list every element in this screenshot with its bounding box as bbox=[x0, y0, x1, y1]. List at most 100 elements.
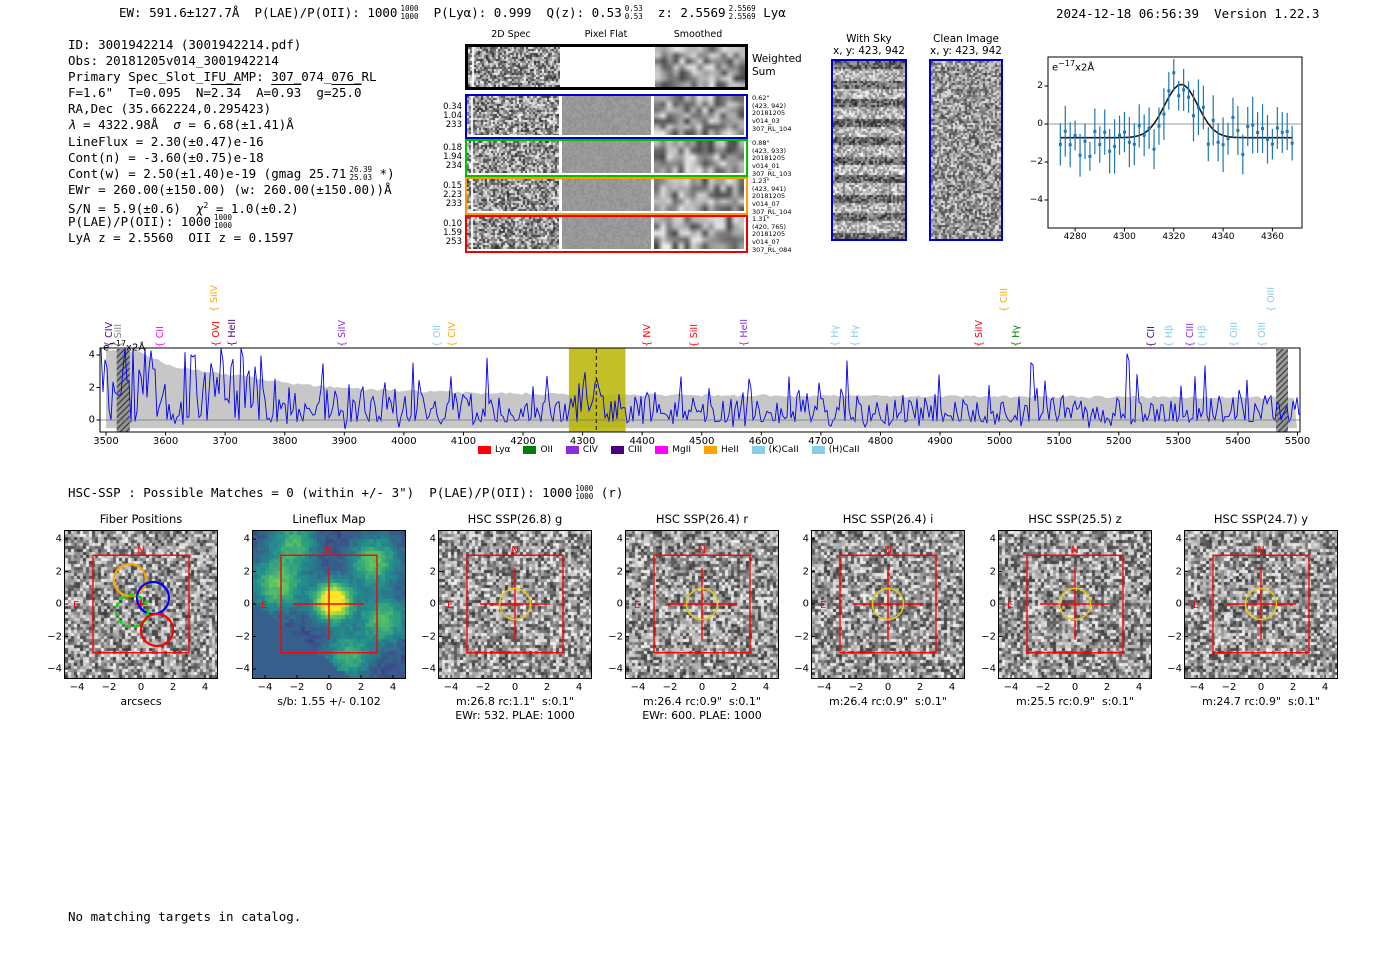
legend-label: Lyα bbox=[495, 445, 511, 455]
spectrum-x-tick-label: 3800 bbox=[271, 436, 298, 447]
cutout-overlay: NE bbox=[812, 538, 953, 678]
legend-item: OII bbox=[523, 445, 553, 455]
cutout-x-tick-label: 4 bbox=[575, 682, 583, 693]
cutout-x-tick-label: 4 bbox=[201, 682, 209, 693]
spec2d-cell-2dspec bbox=[467, 141, 559, 173]
inset-data-point bbox=[1221, 143, 1225, 147]
cutout-y-tick-label: −2 bbox=[608, 631, 623, 642]
cutout-y-tick-label: 4 bbox=[1175, 533, 1182, 545]
emission-line-label: { OIII bbox=[1257, 322, 1268, 347]
cutout-x-tick-label: 2 bbox=[1289, 682, 1297, 693]
spec2d-row-left-labels: 0.34 1.04 233 bbox=[443, 101, 462, 130]
spectrum-x-tick-label: 5100 bbox=[1046, 436, 1072, 447]
cutout-x-tick-label: 2 bbox=[357, 682, 365, 693]
legend-swatch bbox=[610, 446, 624, 454]
cutout-x-tick-label: 2 bbox=[169, 682, 177, 693]
compass-north-label: N bbox=[137, 545, 144, 556]
footer-line-1: No matching targets in catalog. bbox=[68, 909, 302, 924]
spec2d-row-right-labels: 1.23" (423, 941) 20181205 v014_07 307_RL_104 bbox=[752, 177, 792, 216]
cutout-y-tick-label: −4 bbox=[608, 663, 623, 675]
cutout-x-tick-label: −2 bbox=[848, 682, 864, 693]
emission-line-label: { OII bbox=[432, 324, 443, 347]
cutout-y-tick-label: 4 bbox=[616, 533, 623, 545]
inset-data-point bbox=[1187, 95, 1191, 99]
fiber-circle-green-dashed bbox=[114, 593, 150, 629]
spectrum-legend: Lyα OII CIV CIII MgII HeII (K)CaII (H)CaII bbox=[478, 445, 860, 455]
spectrum-x-tick-label: 5500 bbox=[1284, 436, 1311, 447]
emission-line-label: { SiIV bbox=[337, 319, 348, 347]
spectrum-line bbox=[100, 348, 1300, 429]
info-line: LyA z = 2.5560 OII z = 0.1597 bbox=[68, 230, 294, 246]
legend-label: (H)CaII bbox=[828, 445, 860, 455]
spectrum-x-tick-label: 4500 bbox=[689, 436, 715, 447]
cutout-y-tick-label: 0 bbox=[802, 598, 809, 610]
spectrum-x-tick-label: 5000 bbox=[986, 436, 1013, 447]
inset-data-point bbox=[1088, 154, 1092, 158]
header-timestamp: 2024-12-18 06:56:39 bbox=[1056, 6, 1199, 21]
inset-line-fit-plot bbox=[1044, 56, 1303, 232]
legend-label: CIV bbox=[582, 445, 598, 455]
spec2d-column-title: Smoothed bbox=[673, 29, 723, 40]
compass-east-label: E bbox=[1007, 600, 1013, 611]
legend-swatch bbox=[751, 446, 765, 454]
inset-data-point bbox=[1063, 129, 1067, 133]
compass-east-label: E bbox=[634, 600, 640, 611]
cutout-x-tick-label: −2 bbox=[475, 682, 491, 693]
inset-data-point bbox=[1256, 131, 1260, 135]
emission-line-label: { OIII bbox=[1266, 287, 1277, 312]
cutout-x-tick-label: 0 bbox=[884, 682, 892, 693]
inset-data-point bbox=[1157, 124, 1161, 128]
spec2d-cell-2dspec bbox=[467, 96, 559, 135]
spectrum-x-tick-label: 3900 bbox=[331, 436, 358, 447]
info-line: λ = 4322.98Å σ = 6.68(±1.41)Å bbox=[68, 117, 294, 133]
spectrum-x-tick-label: 5400 bbox=[1225, 436, 1251, 447]
spec2d-row-left-labels: 0.15 2.23 233 bbox=[443, 181, 462, 210]
legend-swatch bbox=[655, 446, 669, 454]
inset-data-point bbox=[1211, 118, 1215, 122]
cutout-x-tick-label: 4 bbox=[1135, 682, 1143, 693]
inset-data-point bbox=[1127, 140, 1131, 144]
inset-data-point bbox=[1290, 141, 1294, 145]
inset-data-point bbox=[1103, 130, 1107, 134]
cutout-title: HSC SSP(24.7) y bbox=[1213, 512, 1309, 526]
cutout-x-tick-label: 4 bbox=[948, 682, 956, 693]
cutout-x-tick-label: −4 bbox=[443, 682, 459, 693]
cutout-overlay: NE bbox=[626, 538, 767, 678]
cutout-caption: m:26.4 rc:0.9" s:0.1" bbox=[829, 695, 947, 708]
emission-line-label: { CII bbox=[155, 325, 166, 347]
aperture-circle bbox=[1244, 587, 1278, 621]
extraction-box bbox=[1212, 554, 1310, 654]
emission-line-label: { HeII bbox=[739, 319, 750, 347]
cutout-x-tick-label: 4 bbox=[1321, 682, 1329, 693]
spectrum-x-tick-label: 4700 bbox=[808, 436, 834, 447]
inset-data-point bbox=[1108, 149, 1112, 153]
inset-data-point bbox=[1083, 139, 1087, 143]
spectrum-x-tick-label: 4600 bbox=[748, 436, 775, 447]
inset-data-point bbox=[1162, 112, 1166, 116]
legend-item: CIII bbox=[610, 445, 642, 455]
inset-data-point bbox=[1093, 129, 1097, 133]
spectrum-x-tick-label: 3600 bbox=[152, 436, 179, 447]
main-spectrum-plot bbox=[96, 347, 1301, 436]
cutout-title: HSC SSP(26.8) g bbox=[467, 512, 563, 526]
emission-line-label: { SiIV bbox=[974, 319, 985, 347]
cutout-x-tick-label: 4 bbox=[762, 682, 770, 693]
spec2d-row-right-labels: 1.31" (420, 765) 20181205 v014_07 307_RL_084 bbox=[752, 215, 792, 254]
cutout-x-tick-label: 0 bbox=[137, 682, 145, 693]
sky-panel-coords: x, y: 423, 942 bbox=[930, 45, 1002, 57]
info-line: Cont(n) = -3.60(±0.75)e-18 bbox=[68, 149, 264, 165]
extraction-box bbox=[1026, 554, 1124, 654]
legend-item: CIV bbox=[565, 445, 598, 455]
emission-line-label: { OVI bbox=[211, 321, 222, 347]
sky-panel-frame bbox=[929, 59, 1003, 241]
extraction-box bbox=[92, 554, 190, 654]
spectrum-x-tick-label: 4200 bbox=[510, 436, 536, 447]
emission-line-label: { SiII bbox=[689, 323, 700, 347]
spec2d-weighted-label: Weighted Sum bbox=[752, 53, 802, 78]
header-datetime-version: 2024-12-18 06:56:39 Version 1.22.3 bbox=[1056, 6, 1319, 21]
emission-line-label: { Hγ bbox=[850, 325, 861, 347]
legend-item: (K)CaII bbox=[751, 445, 799, 455]
cutout-y-tick-label: −2 bbox=[235, 631, 250, 642]
inset-data-point bbox=[1073, 134, 1077, 138]
inset-data-point bbox=[1280, 130, 1284, 134]
